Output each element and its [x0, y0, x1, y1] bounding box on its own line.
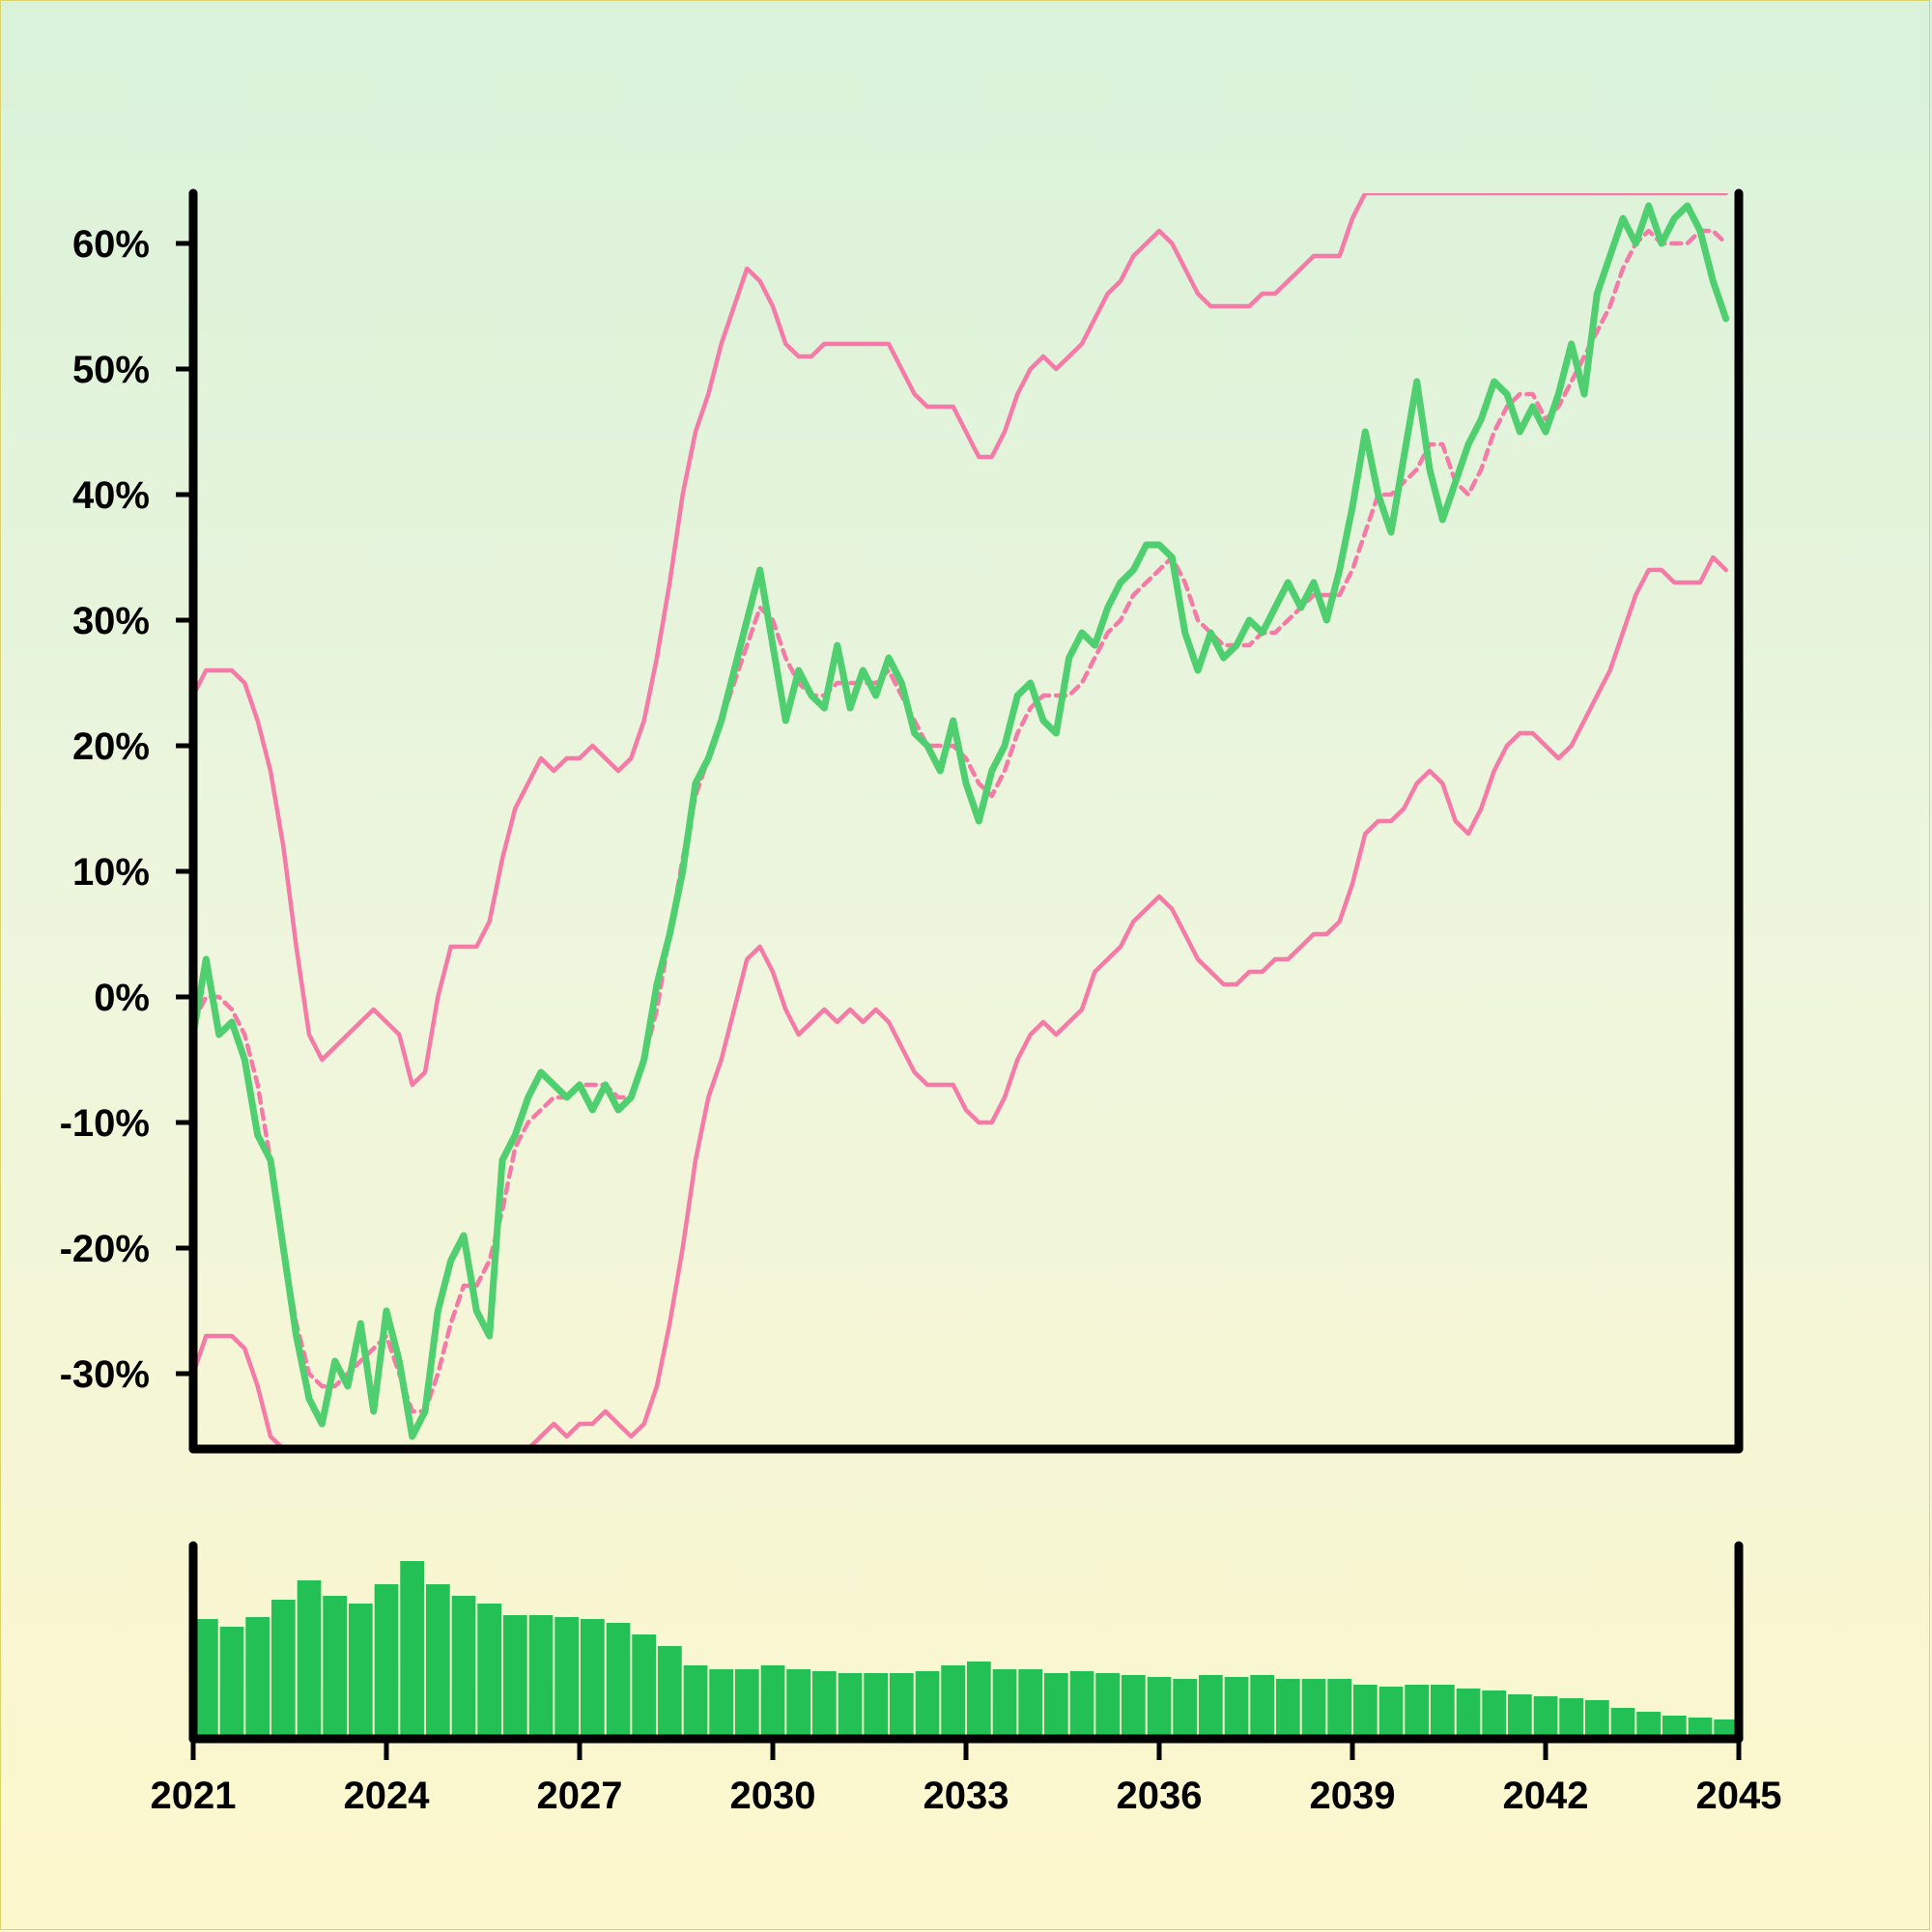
- y-tick-label: 50%: [72, 349, 150, 391]
- volume-plot: [188, 1541, 1744, 1744]
- volume-bar: [864, 1673, 888, 1739]
- main-plot: [188, 188, 1744, 1454]
- x-tick-label: 2021: [151, 1775, 237, 1817]
- volume-bar: [941, 1665, 965, 1739]
- x-tick-label: 2027: [537, 1775, 623, 1817]
- volume-bar: [786, 1669, 810, 1739]
- volume-bar: [245, 1617, 270, 1739]
- volume-bar: [683, 1665, 708, 1739]
- volume-bar: [760, 1665, 785, 1739]
- volume-bar: [606, 1623, 631, 1739]
- y-tick-label: 10%: [72, 851, 150, 894]
- volume-bar: [1018, 1669, 1042, 1739]
- x-axis-ticks: 2021 2024 2027 2030 2033 2036 2039 2042 2045: [151, 1739, 1782, 1817]
- volume-bar: [219, 1627, 244, 1739]
- y-tick-label: -20%: [60, 1228, 150, 1270]
- x-tick-label: 2039: [1310, 1775, 1396, 1817]
- volume-bar: [812, 1671, 837, 1739]
- volume-bar: [1378, 1687, 1404, 1739]
- volume-bar: [632, 1634, 656, 1739]
- volume-bar: [1431, 1685, 1455, 1739]
- y-tick-label: -10%: [60, 1102, 150, 1145]
- volume-bar: [1508, 1694, 1532, 1739]
- series-line-upper-band: [193, 193, 1728, 1088]
- volume-bar: [1533, 1696, 1558, 1739]
- y-tick-label: -30%: [60, 1353, 150, 1396]
- volume-bar: [1301, 1679, 1326, 1739]
- volume-bar: [658, 1646, 682, 1739]
- volume-bar: [1224, 1677, 1249, 1739]
- volume-bar: [1714, 1719, 1738, 1739]
- y-axis-ticks: -30% -20% -10% 0% 10% 20% 30% 40% 50% 60%: [60, 223, 193, 1396]
- y-tick-label: 20%: [72, 725, 150, 768]
- volume-bar: [915, 1671, 940, 1739]
- volume-bar: [426, 1584, 450, 1739]
- volume-bar: [1044, 1673, 1068, 1739]
- volume-bar: [271, 1600, 296, 1739]
- volume-bar: [1276, 1679, 1300, 1739]
- volume-bar: [503, 1615, 527, 1739]
- volume-bar: [1482, 1690, 1506, 1739]
- volume-bar: [1585, 1700, 1609, 1739]
- y-tick-label: 60%: [72, 223, 150, 266]
- series-line-moving-average: [193, 228, 1728, 1414]
- x-tick-label: 2030: [730, 1775, 816, 1817]
- volume-bar: [581, 1619, 605, 1739]
- volume-bar: [735, 1669, 759, 1739]
- y-tick-label: 30%: [72, 600, 150, 642]
- x-tick-label: 2024: [344, 1775, 431, 1817]
- x-tick-label: 2036: [1117, 1775, 1203, 1817]
- series-line-value: [193, 202, 1730, 1440]
- volume-bar: [1122, 1675, 1146, 1739]
- volume-bar: [194, 1619, 218, 1739]
- volume-bar: [1069, 1671, 1094, 1739]
- series-line-lower-band: [193, 554, 1728, 1449]
- volume-bar: [1327, 1679, 1351, 1739]
- volume-bar: [967, 1662, 991, 1739]
- volume-bar: [374, 1584, 399, 1739]
- volume-bar: [709, 1669, 733, 1739]
- volume-bar: [992, 1669, 1017, 1739]
- series-group: [193, 193, 1730, 1449]
- volume-bar: [1250, 1675, 1274, 1739]
- volume-bar: [1405, 1685, 1429, 1739]
- volume-bar: [1636, 1712, 1661, 1739]
- volume-bar: [838, 1673, 863, 1739]
- x-tick-label: 2033: [923, 1775, 1009, 1817]
- volume-bar: [890, 1673, 914, 1739]
- x-tick-label: 2042: [1503, 1775, 1589, 1817]
- y-tick-label: 0%: [94, 977, 150, 1019]
- volume-bar: [1688, 1718, 1713, 1739]
- volume-bar: [1456, 1689, 1481, 1739]
- y-tick-label: 40%: [72, 474, 150, 517]
- volume-bar: [1610, 1708, 1635, 1739]
- volume-bar: [323, 1596, 347, 1739]
- volume-bar: [297, 1580, 322, 1739]
- volume-bar: [1353, 1685, 1378, 1739]
- volume-bar: [1199, 1675, 1223, 1739]
- volume-bar: [477, 1604, 501, 1739]
- volume-bar: [554, 1617, 579, 1739]
- volume-bar: [1147, 1677, 1172, 1739]
- volume-bar: [400, 1561, 424, 1739]
- volume-bar: [349, 1604, 373, 1739]
- x-tick-label: 2045: [1696, 1775, 1782, 1817]
- volume-bar: [1095, 1673, 1120, 1739]
- volume-bar: [1173, 1679, 1197, 1739]
- volume-bar: [528, 1615, 554, 1739]
- volume-bar: [451, 1596, 476, 1739]
- volume-bar: [1559, 1698, 1583, 1739]
